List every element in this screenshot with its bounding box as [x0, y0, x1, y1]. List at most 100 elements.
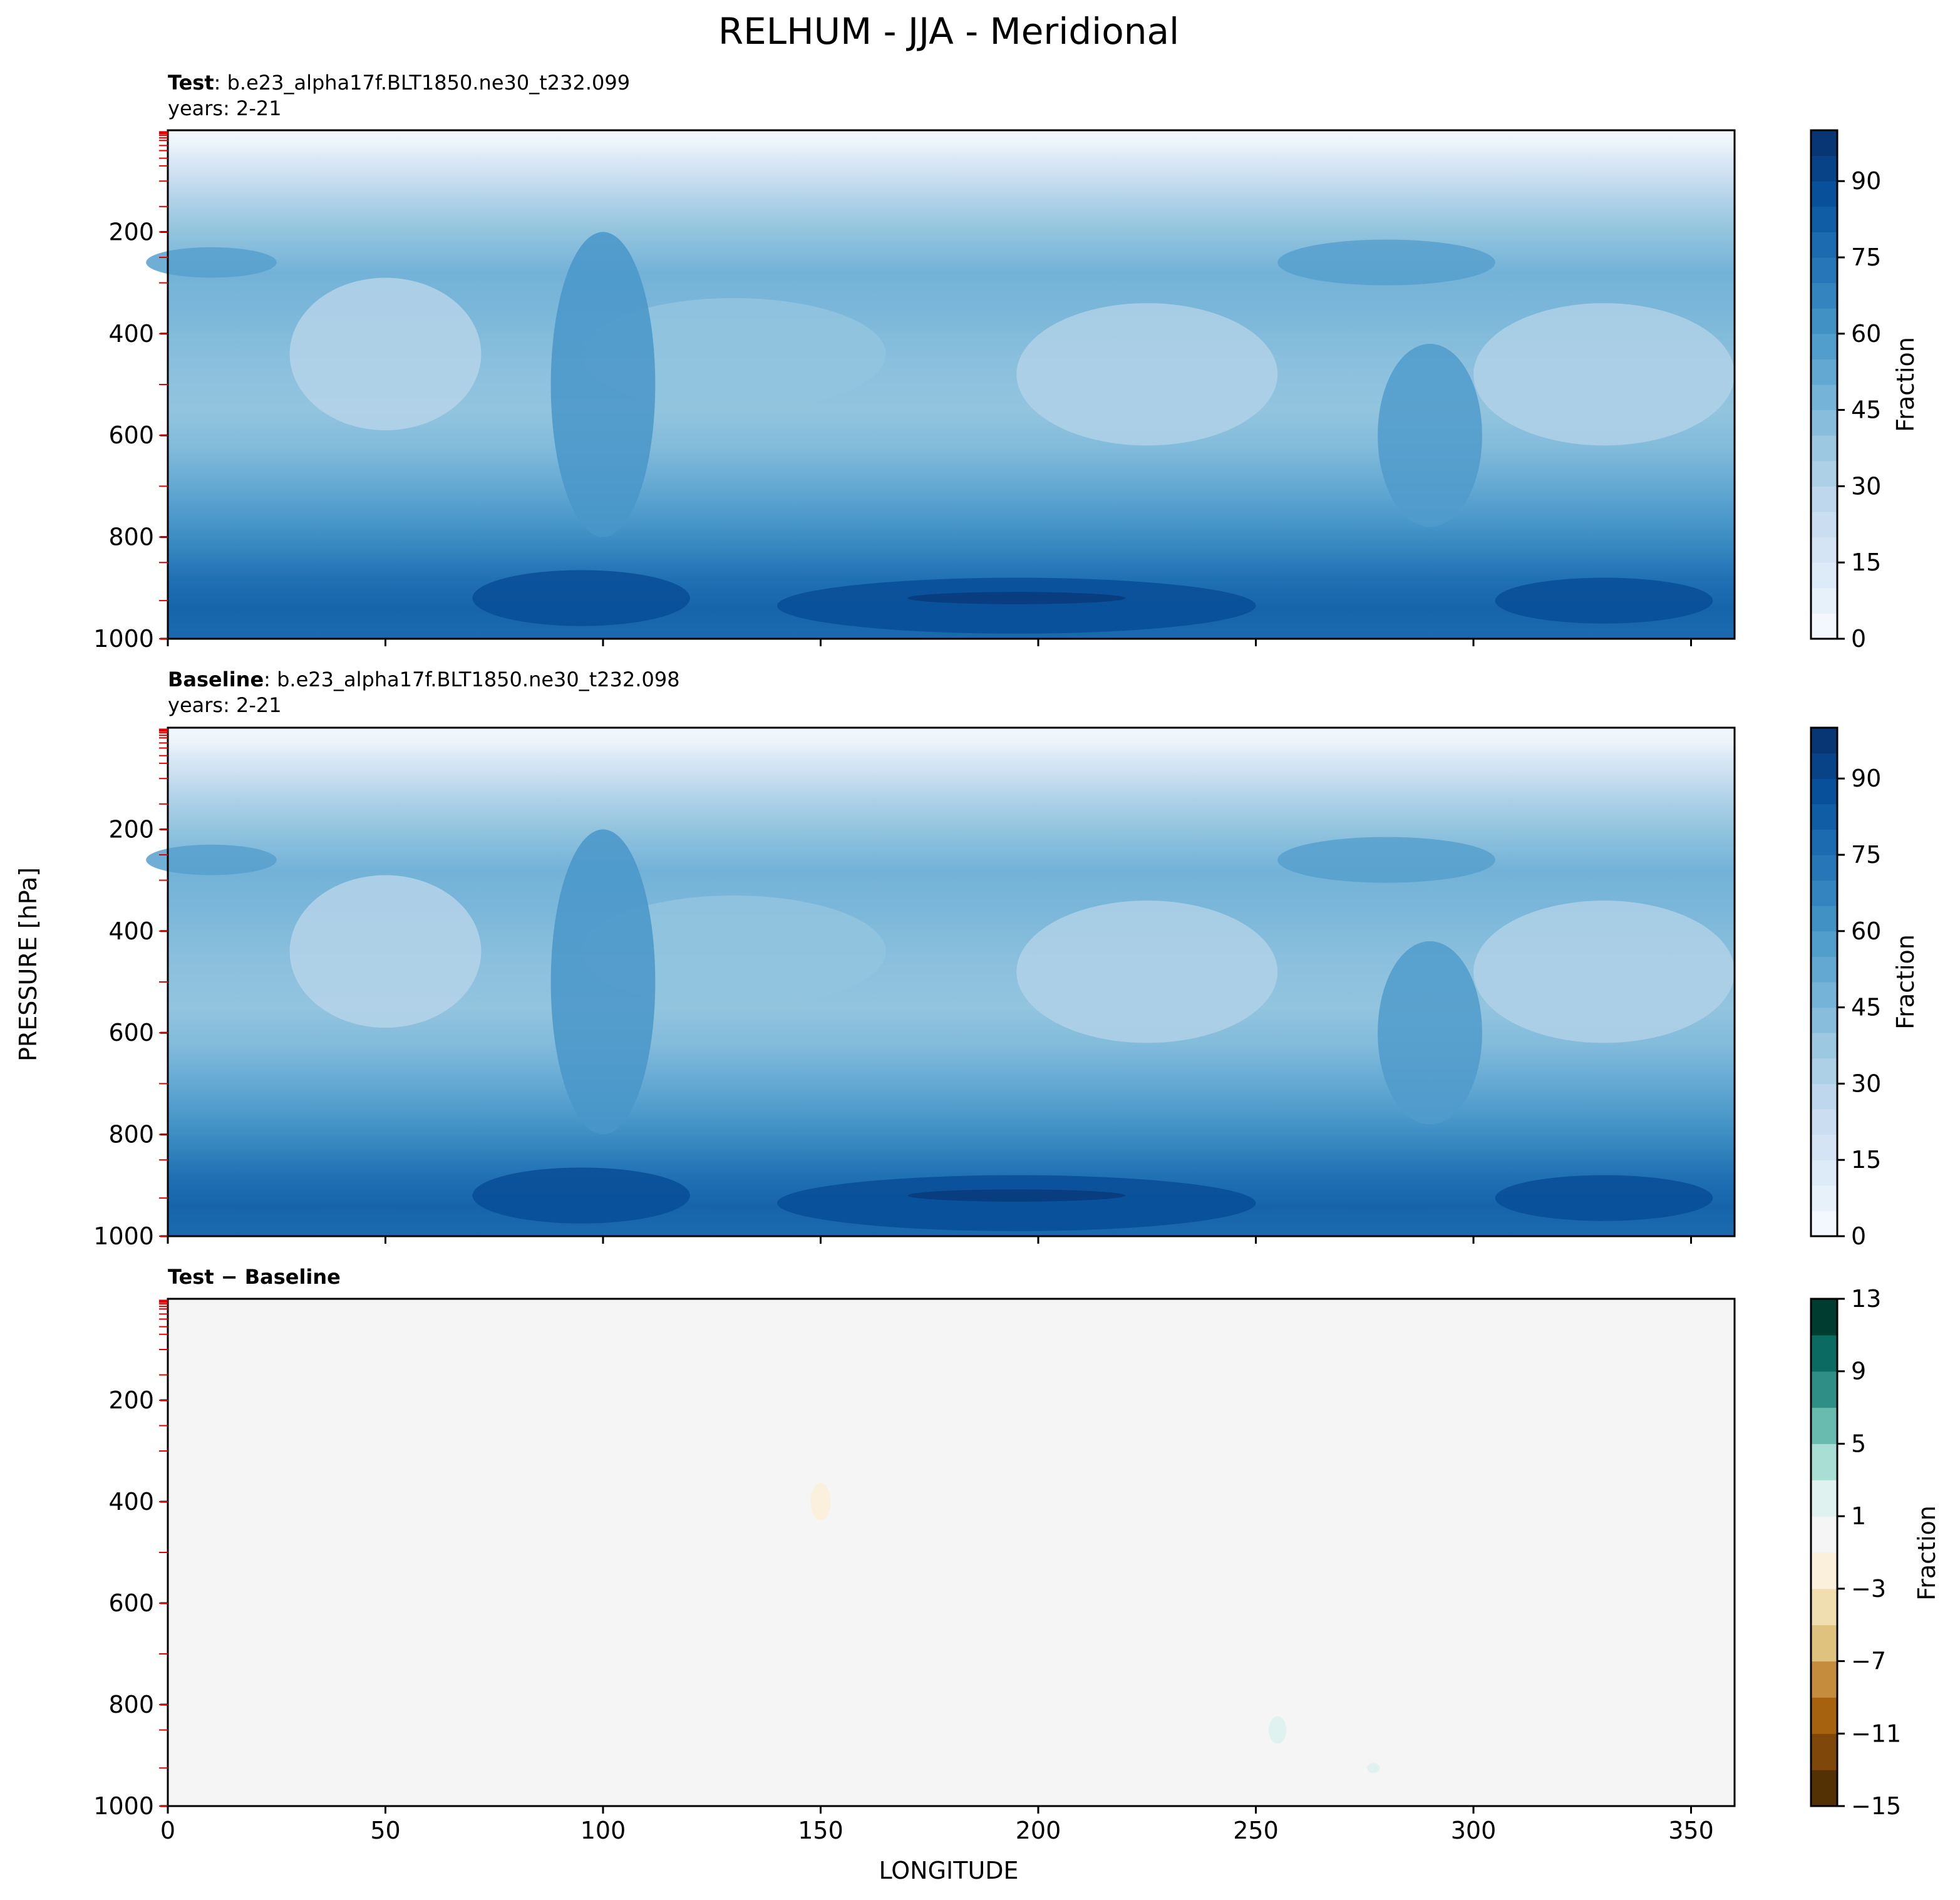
baseline-ytick-label-200: 200 [108, 815, 154, 843]
difference-xtick-label-200: 200 [1016, 1817, 1061, 1844]
test-ytick-label-400: 400 [108, 320, 154, 348]
test-cb-band-4 [1811, 512, 1837, 538]
difference-cb-band-9 [1811, 1443, 1837, 1480]
baseline-cb-tick-label-30: 30 [1851, 1070, 1881, 1097]
baseline-cb-tick-label-75: 75 [1851, 841, 1881, 869]
test-ytick-label-800: 800 [108, 524, 154, 551]
baseline-colorbar: 0 15 30 45 60 75 90 [1810, 726, 1881, 1250]
difference-cb-band-5 [1811, 1588, 1837, 1626]
baseline-cb-band-14 [1811, 855, 1837, 881]
test-cb-tick-label-0: 0 [1851, 625, 1866, 653]
test-cb-band-14 [1811, 257, 1837, 284]
panel-test-years: years: 2-21 [168, 96, 282, 120]
difference-cb-tick-label-6: −11 [1851, 1720, 1901, 1747]
difference-cb-band-2 [1811, 1697, 1837, 1734]
baseline-feature-10 [1277, 837, 1495, 883]
difference-xtick-label-150: 150 [798, 1817, 843, 1844]
baseline-cb-band-3 [1811, 1134, 1837, 1160]
difference-cb-band-10 [1811, 1407, 1837, 1444]
test-cb-band-0 [1811, 613, 1837, 639]
difference-xtick-label-350: 350 [1668, 1817, 1714, 1844]
baseline-contour-features [146, 829, 1735, 1231]
difference-contour-field [168, 1299, 1735, 1806]
difference-ytick-label-800: 800 [108, 1691, 154, 1718]
test-feature-3 [581, 297, 886, 410]
test-cb-band-7 [1811, 435, 1837, 462]
baseline-cb-band-6 [1811, 1058, 1837, 1084]
difference-xtick-label-50: 50 [370, 1817, 400, 1844]
difference-cb-frame [1810, 1298, 1839, 1807]
baseline-cb-band-2 [1811, 1160, 1837, 1186]
baseline-cb-band-19 [1811, 728, 1837, 754]
test-cb-tick-label-75: 75 [1851, 244, 1881, 271]
test-feature-5 [1378, 344, 1482, 527]
difference-cb-tick-label-4: −3 [1851, 1575, 1886, 1603]
baseline-axis-ticks: 200 400 600 800 1000 [93, 728, 1692, 1250]
x-axis-label: LONGITUDE [879, 1857, 1018, 1884]
baseline-cb-tick-label-60: 60 [1851, 917, 1881, 945]
difference-anomalies [810, 1483, 1380, 1774]
test-ytick-label-1000: 1000 [93, 625, 154, 653]
test-cb-band-2 [1811, 562, 1837, 589]
test-cb-band-3 [1811, 537, 1837, 563]
difference-cb-tick-label-1: 9 [1851, 1358, 1866, 1385]
test-cb-band-8 [1811, 410, 1837, 436]
test-cb-band-11 [1811, 333, 1837, 359]
baseline-cb-band-9 [1811, 982, 1837, 1008]
panel-difference-label: Test − Baseline [168, 1265, 341, 1289]
test-ytick-label-200: 200 [108, 218, 154, 245]
baseline-cb-band-4 [1811, 1109, 1837, 1135]
test-cb-tick-label-15: 15 [1851, 549, 1881, 576]
test-cb-band-19 [1811, 130, 1837, 157]
difference-cb-band-7 [1811, 1516, 1837, 1553]
difference-cb-band-8 [1811, 1480, 1837, 1517]
difference-xtick-label-250: 250 [1233, 1817, 1279, 1844]
panel-baseline-years: years: 2-21 [168, 693, 282, 717]
difference-anomaly-0 [810, 1483, 831, 1521]
test-feature-11 [146, 247, 277, 278]
test-cb-band-17 [1811, 181, 1837, 207]
baseline-cb-band-16 [1811, 803, 1837, 830]
difference-cb-tick-label-5: −7 [1851, 1648, 1886, 1675]
test-colorbar-label: Fraction [1892, 337, 1919, 432]
difference-xtick-label-100: 100 [580, 1817, 626, 1844]
baseline-ytick-label-600: 600 [108, 1019, 154, 1046]
test-cb-band-1 [1811, 587, 1837, 614]
test-cb-band-5 [1811, 486, 1837, 512]
baseline-feature-3 [581, 895, 886, 1008]
test-feature-4 [550, 232, 656, 537]
panel-test-label: Test: b.e23_alpha17f.BLT1850.ne30_t232.0… [168, 71, 630, 95]
baseline-cb-band-10 [1811, 956, 1837, 983]
test-feature-0 [289, 277, 482, 431]
test-feature-1 [1016, 303, 1278, 446]
test-feature-2 [1473, 303, 1735, 446]
test-cb-band-6 [1811, 460, 1837, 487]
baseline-ytick-label-800: 800 [108, 1121, 154, 1149]
test-feature-6 [472, 570, 690, 626]
test-cb-frame [1810, 129, 1839, 640]
test-cb-tick-label-60: 60 [1851, 320, 1881, 348]
difference-xtick-label-300: 300 [1451, 1817, 1497, 1844]
test-cb-band-12 [1811, 308, 1837, 334]
panel-test: Test: b.e23_alpha17f.BLT1850.ne30_t232.0… [93, 71, 1919, 653]
baseline-feature-11 [146, 844, 277, 875]
difference-anomaly-2 [1367, 1763, 1380, 1774]
test-colorbar: 0 15 30 45 60 75 90 [1810, 129, 1881, 653]
baseline-cb-tick-label-0: 0 [1851, 1222, 1866, 1250]
difference-cb-tick-label-7: −15 [1851, 1792, 1901, 1820]
difference-cb-tick-label-2: 5 [1851, 1430, 1866, 1457]
baseline-cb-band-1 [1811, 1185, 1837, 1211]
panel-baseline: Baseline: b.e23_alpha17f.BLT1850.ne30_t2… [93, 668, 1919, 1250]
baseline-feature-0 [289, 875, 482, 1028]
baseline-cb-band-11 [1811, 931, 1837, 957]
baseline-cb-band-15 [1811, 829, 1837, 855]
difference-cb-band-4 [1811, 1624, 1837, 1662]
difference-cb-band-6 [1811, 1552, 1837, 1589]
test-cb-band-16 [1811, 206, 1837, 232]
difference-cb-band-11 [1811, 1371, 1837, 1408]
difference-cb-tick-label-3: 1 [1851, 1502, 1866, 1530]
baseline-ytick-label-1000: 1000 [93, 1222, 154, 1250]
